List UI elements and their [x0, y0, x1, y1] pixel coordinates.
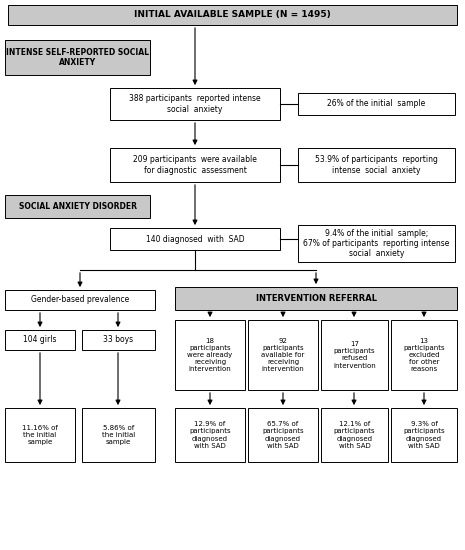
- Bar: [5, 290, 155, 310]
- Bar: [298, 225, 455, 262]
- Bar: [321, 320, 388, 390]
- Text: 65.7% of
participants
diagnosed
with SAD: 65.7% of participants diagnosed with SAD: [262, 421, 304, 448]
- Bar: [175, 287, 457, 310]
- Bar: [298, 148, 455, 182]
- Bar: [82, 408, 155, 462]
- Text: Gender-based prevalence: Gender-based prevalence: [31, 295, 129, 305]
- Text: 140 diagnosed  with  SAD: 140 diagnosed with SAD: [146, 234, 244, 244]
- Bar: [248, 408, 318, 462]
- Text: INTERVENTION REFERRAL: INTERVENTION REFERRAL: [255, 294, 377, 303]
- Bar: [391, 408, 457, 462]
- Bar: [82, 330, 155, 350]
- Text: 11.16% of
the initial
sample: 11.16% of the initial sample: [22, 425, 58, 445]
- Text: 9.3% of
participants
diagnosed
with SAD: 9.3% of participants diagnosed with SAD: [403, 421, 445, 448]
- Bar: [110, 88, 280, 120]
- Bar: [110, 148, 280, 182]
- Text: 13
participants
excluded
for other
reasons: 13 participants excluded for other reaso…: [403, 338, 445, 372]
- Text: 26% of the initial  sample: 26% of the initial sample: [327, 100, 425, 108]
- Text: 104 girls: 104 girls: [23, 336, 57, 344]
- Bar: [391, 320, 457, 390]
- Bar: [175, 320, 245, 390]
- Text: 92
participants
available for
receiving
intervention: 92 participants available for receiving …: [261, 338, 305, 372]
- Text: 33 boys: 33 boys: [103, 336, 133, 344]
- Bar: [5, 40, 150, 75]
- Text: 18
participants
were already
receiving
intervention: 18 participants were already receiving i…: [187, 338, 232, 372]
- Bar: [175, 408, 245, 462]
- Bar: [5, 330, 75, 350]
- Text: 5.86% of
the initial
sample: 5.86% of the initial sample: [102, 425, 135, 445]
- Bar: [5, 195, 150, 218]
- Text: 209 participants  were available
for diagnostic  assessment: 209 participants were available for diag…: [133, 155, 257, 175]
- Text: 53.9% of participants  reporting
intense  social  anxiety: 53.9% of participants reporting intense …: [315, 155, 438, 175]
- Text: INTENSE SELF-REPORTED SOCIAL
ANXIETY: INTENSE SELF-REPORTED SOCIAL ANXIETY: [6, 48, 149, 67]
- Bar: [321, 408, 388, 462]
- Bar: [110, 228, 280, 250]
- Text: SOCIAL ANXIETY DISORDER: SOCIAL ANXIETY DISORDER: [19, 202, 137, 211]
- Bar: [8, 5, 457, 25]
- Text: 9.4% of the initial  sample;
67% of participants  reporting intense
social  anxi: 9.4% of the initial sample; 67% of parti…: [303, 229, 450, 258]
- Text: 17
participants
refused
intervention: 17 participants refused intervention: [333, 342, 376, 369]
- Text: 12.9% of
participants
diagnosed
with SAD: 12.9% of participants diagnosed with SAD: [189, 421, 231, 448]
- Text: 12.1% of
participants
diagnosed
with SAD: 12.1% of participants diagnosed with SAD: [334, 421, 375, 448]
- Bar: [298, 93, 455, 115]
- Text: INITIAL AVAILABLE SAMPLE (N = 1495): INITIAL AVAILABLE SAMPLE (N = 1495): [134, 10, 331, 19]
- Text: 388 participants  reported intense
social  anxiety: 388 participants reported intense social…: [129, 94, 261, 114]
- Bar: [248, 320, 318, 390]
- Bar: [5, 408, 75, 462]
